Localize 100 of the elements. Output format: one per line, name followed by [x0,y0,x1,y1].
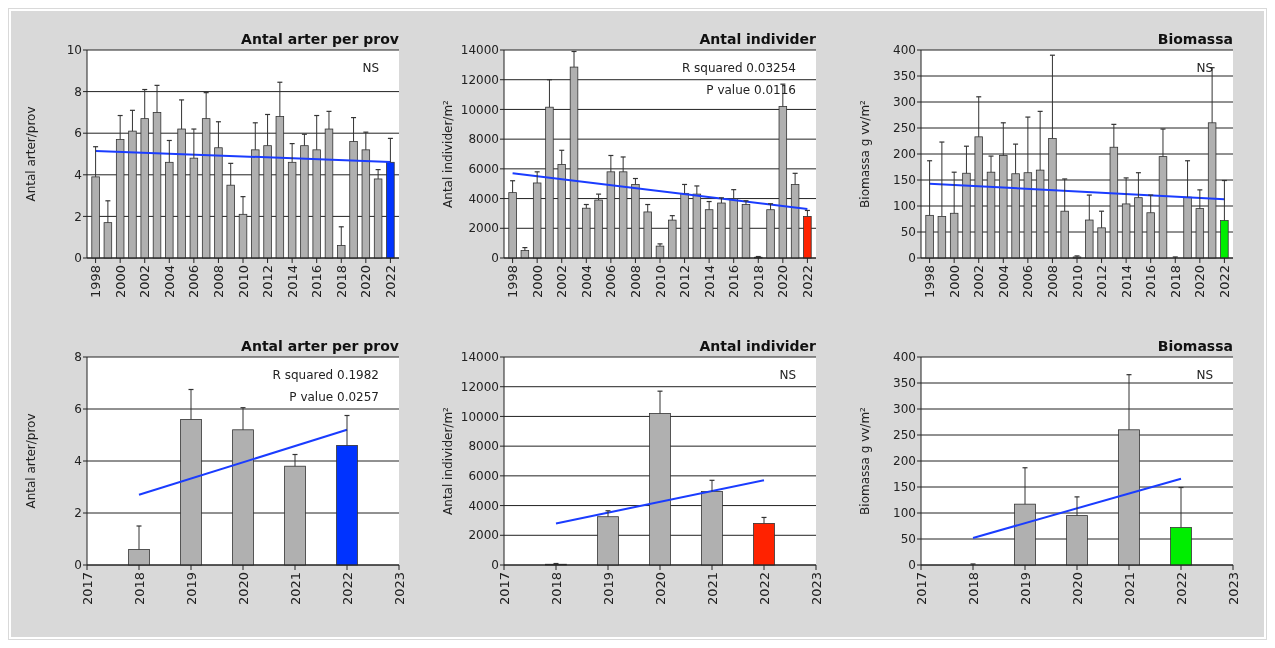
x-tick-label: 2002 [137,265,153,299]
x-tick-label: 2022 [1216,265,1232,299]
y-tick-label: 6 [74,402,82,417]
y-tick-label: 6000 [468,162,499,177]
x-tick-label: 2016 [726,265,742,299]
y-tick-label: 200 [893,454,916,469]
y-tick-label: 300 [893,95,916,110]
y-tick-label: 0 [491,558,499,573]
y-tick-label: 250 [893,121,916,136]
annotation: NS [779,368,796,382]
y-tick-label: 8000 [468,439,499,454]
x-tick-label: 2004 [161,265,177,299]
y-tick-label: 12000 [460,379,499,394]
x-tick-label: 2022 [382,265,398,299]
x-tick-label: 2010 [235,265,251,299]
y-tick-label: 4000 [468,191,499,206]
y-tick-label: 4000 [468,498,499,513]
x-tick-label: 2023 [391,572,407,606]
y-tick-label: 400 [893,43,916,58]
y-axis-title: Antal individer/m² [441,406,455,515]
x-tick-label: 2022 [756,572,772,606]
y-tick-label: 14000 [460,350,499,365]
x-tick-label: 2017 [496,572,512,606]
y-tick-label: 0 [74,558,82,573]
y-tick-label: 2000 [468,221,499,236]
y-tick-label: 300 [893,402,916,417]
x-tick-label: 2004 [578,265,594,299]
chart-title: Antal individer [699,338,817,354]
x-tick-label: 2006 [186,265,202,299]
y-tick-label: 8 [74,84,82,99]
x-tick-label: 2018 [131,572,147,606]
y-tick-label: 2000 [468,528,499,543]
y-tick-label: 0 [908,251,916,266]
y-axis-title: Biomassa g vv/m² [858,99,872,208]
x-tick-label: 2014 [284,265,300,299]
y-axis-title: Biomassa g vv/m² [858,406,872,515]
x-tick-label: 2008 [210,265,226,299]
x-tick-label: 2017 [913,572,929,606]
x-tick-label: 2002 [554,265,570,299]
x-tick-label: 2018 [1167,265,1183,299]
annotation: NS [1196,368,1213,382]
x-tick-label: 2010 [1069,265,1085,299]
chart-title: Biomassa [1157,338,1233,354]
chart-title: Antal arter per prov [241,31,399,47]
y-tick-label: 150 [893,173,916,188]
x-tick-label: 2021 [1121,572,1137,606]
y-tick-label: 200 [893,147,916,162]
y-tick-label: 100 [893,199,916,214]
y-tick-label: 8000 [468,132,499,147]
y-tick-label: 0 [908,558,916,573]
x-tick-label: 2018 [333,265,349,299]
chart-title: Antal individer [699,31,817,47]
annotation: P value 0.0257 [289,390,379,404]
x-tick-label: 2022 [339,572,355,606]
x-tick-label: 2016 [309,265,325,299]
x-tick-label: 2020 [652,572,668,606]
x-tick-label: 2008 [627,265,643,299]
x-tick-label: 2006 [1020,265,1036,299]
x-tick-label: 2023 [808,572,824,606]
annotation: NS [362,61,379,75]
x-tick-label: 2021 [704,572,720,606]
x-tick-label: 2017 [79,572,95,606]
x-tick-label: 2012 [1094,265,1110,299]
y-tick-label: 50 [900,532,916,547]
x-tick-label: 2012 [260,265,276,299]
y-tick-label: 350 [893,376,916,391]
x-tick-label: 2002 [971,265,987,299]
x-tick-label: 2020 [1069,572,1085,606]
y-tick-label: 400 [893,350,916,365]
y-tick-label: 6 [74,126,82,141]
x-tick-label: 2019 [183,572,199,606]
x-tick-label: 2006 [603,265,619,299]
y-tick-label: 4 [74,168,82,182]
y-tick-label: 8 [74,350,82,365]
x-tick-label: 2000 [946,265,962,299]
y-tick-label: 250 [893,428,916,443]
y-tick-label: 12000 [460,72,499,87]
y-axis-title: Antal individer/m² [441,99,455,208]
annotation: NS [1196,61,1213,75]
y-tick-label: 50 [900,225,916,240]
chart-title: Biomassa [1157,31,1233,47]
x-tick-label: 2016 [1143,265,1159,299]
x-tick-label: 2019 [1017,572,1033,606]
x-tick-label: 1998 [922,265,938,299]
x-tick-label: 2022 [799,265,815,299]
x-tick-label: 2008 [1044,265,1060,299]
x-tick-label: 1998 [88,265,104,299]
x-tick-label: 2020 [235,572,251,606]
y-axis-title: Antal arter/prov [24,413,38,509]
y-tick-label: 14000 [460,43,499,58]
y-tick-label: 2 [74,506,82,521]
x-tick-label: 2000 [112,265,128,299]
x-tick-label: 2020 [1192,265,1208,299]
x-tick-label: 1998 [505,265,521,299]
x-tick-label: 2023 [1225,572,1241,606]
y-tick-label: 6000 [468,469,499,484]
x-tick-label: 2020 [775,265,791,299]
y-tick-label: 2 [74,209,82,224]
annotation: R squared 0.03254 [681,61,796,75]
y-axis-title: Antal arter/prov [24,106,38,202]
